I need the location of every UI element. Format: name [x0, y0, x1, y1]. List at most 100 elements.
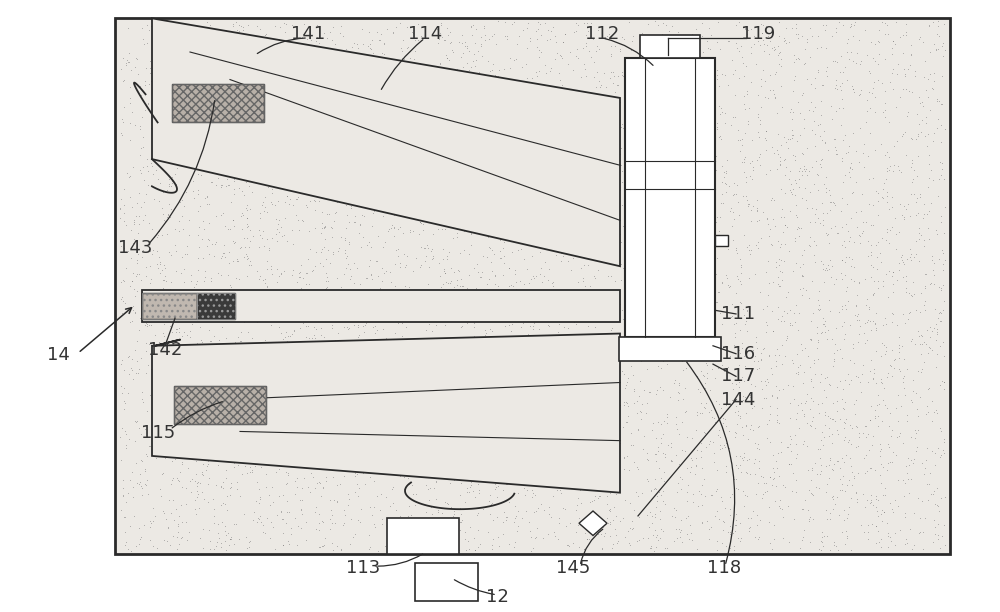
Point [851, 230, 867, 240]
Point [590, 98, 606, 108]
Point [229, 455, 245, 465]
Point [867, 318, 883, 327]
Point [637, 50, 653, 59]
Point [817, 138, 833, 147]
Point [260, 304, 276, 314]
Point [261, 102, 277, 112]
Point [466, 533, 482, 543]
Point [480, 191, 496, 201]
Point [202, 118, 218, 127]
Point [709, 465, 725, 475]
Point [671, 284, 687, 294]
Point [140, 99, 156, 109]
Point [340, 176, 356, 186]
Point [895, 48, 911, 58]
Point [429, 427, 445, 436]
Point [400, 473, 416, 483]
Point [515, 318, 531, 328]
Point [711, 400, 727, 409]
Point [772, 152, 788, 162]
Point [210, 316, 226, 326]
Point [762, 472, 778, 482]
Point [490, 532, 506, 542]
Point [627, 316, 643, 326]
Point [327, 375, 343, 385]
Point [325, 545, 341, 555]
Point [479, 94, 495, 103]
Point [758, 327, 774, 337]
Point [292, 495, 308, 505]
Point [408, 85, 424, 95]
Point [686, 444, 702, 454]
Point [639, 207, 655, 217]
Point [192, 433, 208, 443]
Point [510, 423, 526, 433]
Point [749, 520, 765, 530]
Point [252, 423, 268, 433]
Point [148, 51, 164, 61]
Point [545, 491, 561, 501]
Point [266, 348, 282, 357]
Point [777, 154, 793, 163]
Point [380, 427, 396, 437]
Point [777, 220, 793, 230]
Point [414, 386, 430, 396]
Point [142, 300, 158, 310]
Point [165, 531, 181, 541]
Point [799, 389, 815, 399]
Point [776, 155, 792, 165]
Point [577, 149, 593, 159]
Point [363, 270, 379, 280]
Point [655, 449, 671, 458]
Point [920, 74, 936, 84]
Point [334, 444, 350, 453]
Point [716, 440, 732, 450]
Point [506, 517, 522, 527]
Point [825, 362, 841, 371]
Point [428, 477, 444, 487]
Point [335, 307, 351, 317]
Point [440, 125, 456, 135]
Point [599, 247, 615, 256]
Point [247, 446, 263, 456]
Point [862, 415, 878, 425]
Point [721, 427, 737, 436]
Point [676, 91, 692, 100]
Point [905, 458, 921, 468]
Point [543, 384, 559, 394]
Point [773, 239, 789, 248]
Point [487, 228, 503, 238]
Point [865, 200, 881, 210]
Point [199, 192, 215, 201]
Point [687, 469, 703, 479]
Point [566, 340, 582, 349]
Point [922, 47, 938, 57]
Point [503, 112, 519, 122]
Point [364, 222, 380, 231]
Point [455, 465, 471, 475]
Point [763, 239, 779, 248]
Point [788, 414, 804, 424]
Point [634, 135, 650, 145]
Point [565, 402, 581, 412]
Point [649, 530, 665, 540]
Point [438, 306, 454, 316]
Point [154, 138, 170, 148]
Point [540, 529, 556, 539]
Point [256, 69, 272, 78]
Point [466, 354, 482, 364]
Point [179, 374, 195, 384]
Point [135, 397, 151, 407]
Point [644, 220, 660, 230]
Point [283, 529, 299, 539]
Point [887, 540, 903, 550]
Point [667, 512, 683, 522]
Point [390, 224, 406, 234]
Point [929, 483, 945, 493]
Point [459, 58, 475, 68]
Point [618, 305, 634, 315]
Point [706, 194, 722, 204]
Point [742, 392, 758, 401]
Point [184, 319, 200, 329]
Point [311, 38, 327, 48]
